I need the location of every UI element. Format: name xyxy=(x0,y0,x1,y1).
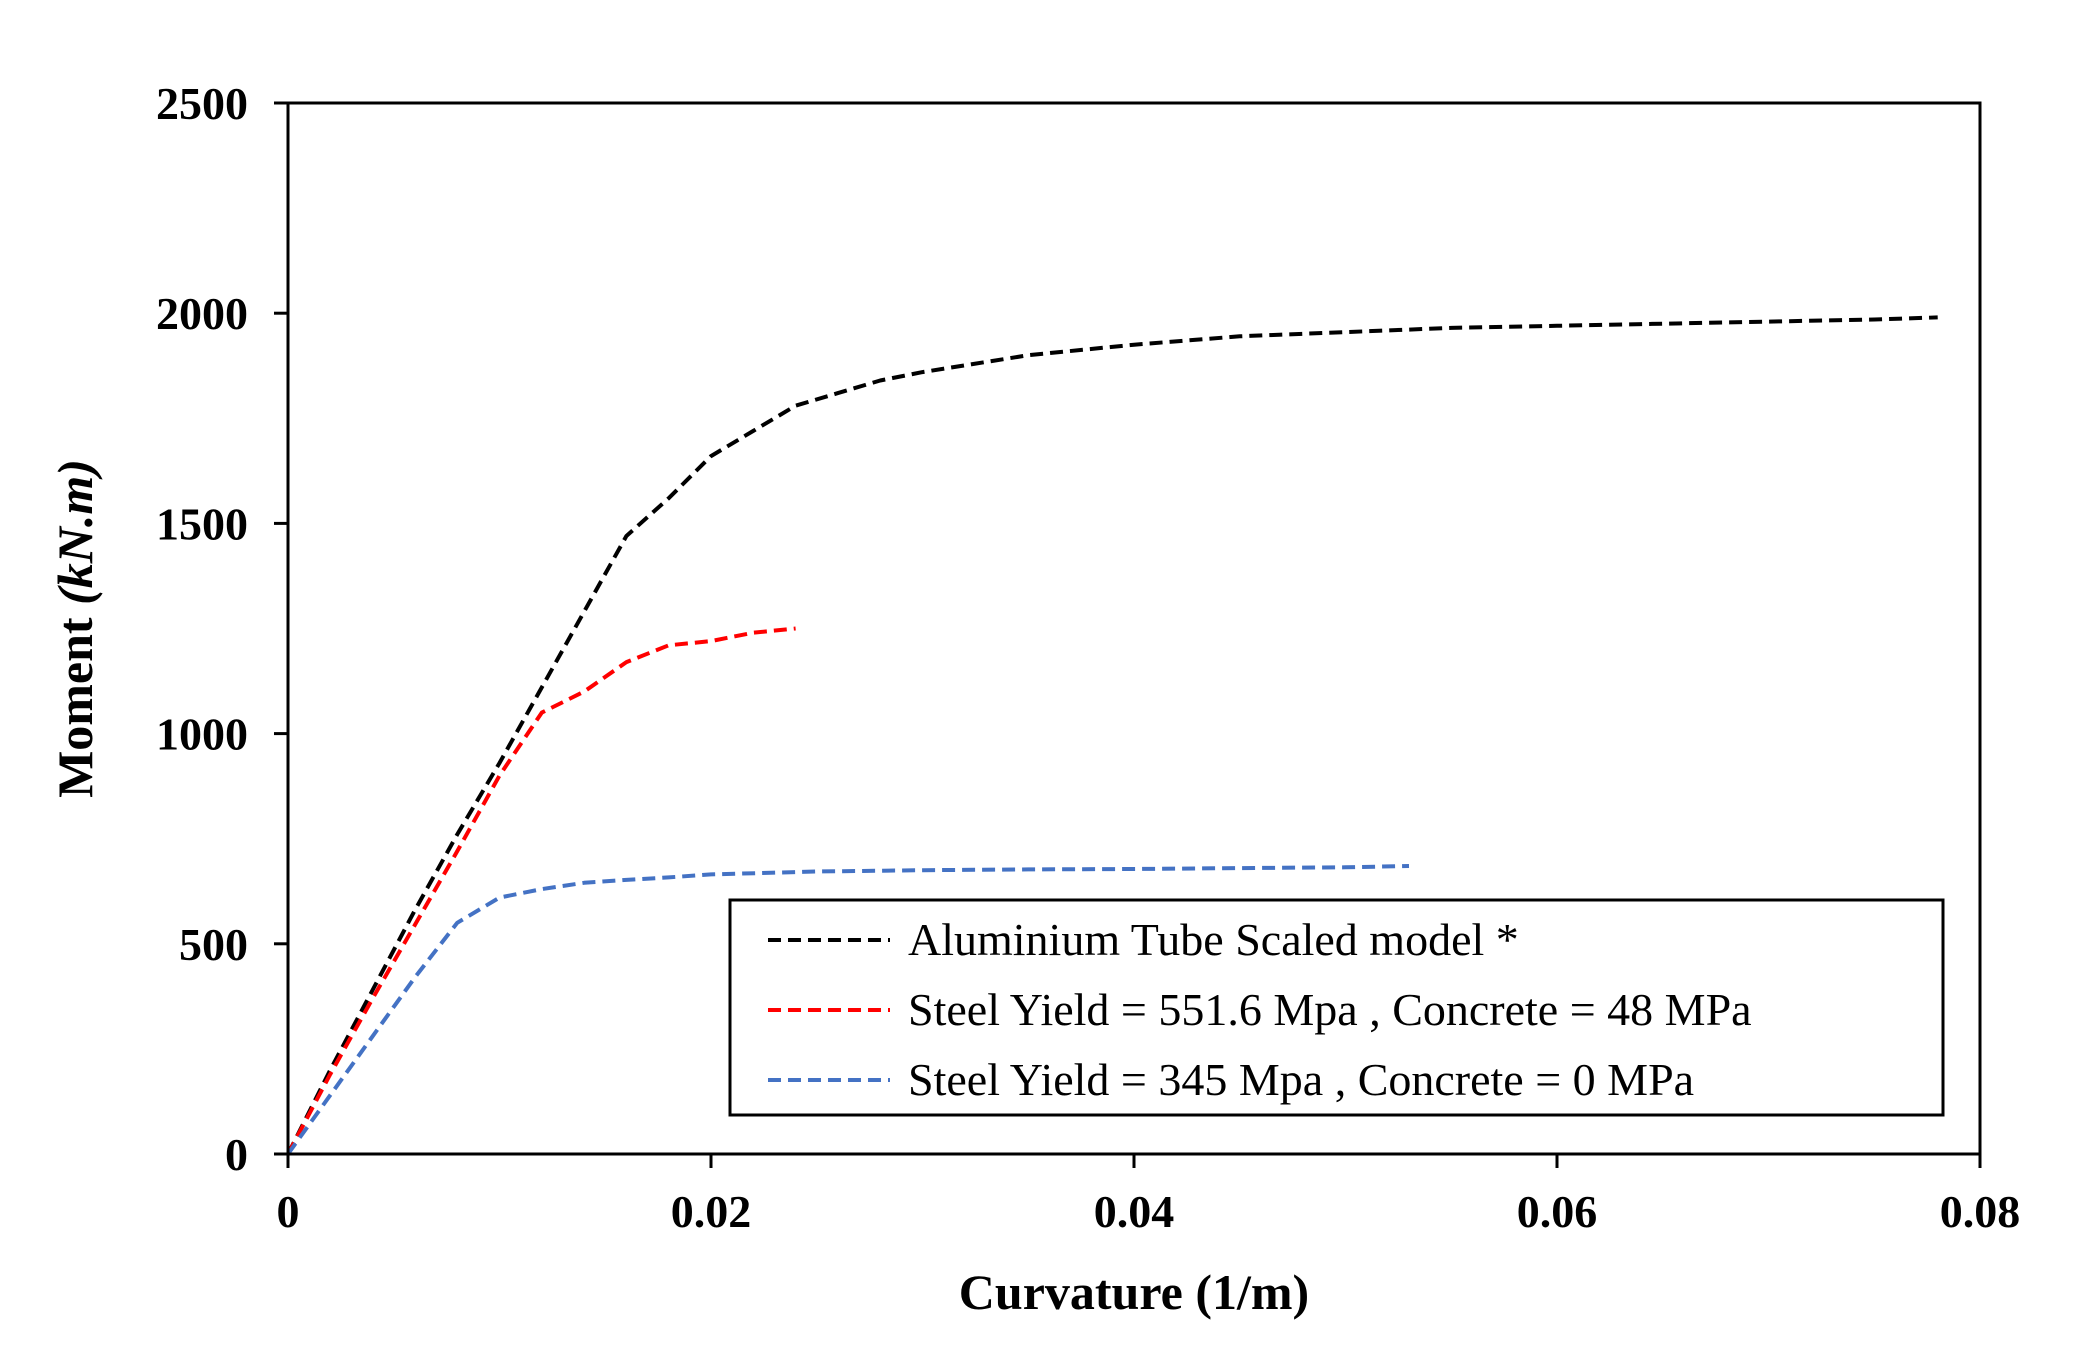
y-tick-label: 2000 xyxy=(156,288,248,339)
y-axis-title-units: (kN.m) xyxy=(47,459,103,605)
x-tick-label: 0.08 xyxy=(1940,1186,2021,1237)
x-tick-label: 0.02 xyxy=(671,1186,752,1237)
y-tick-label: 500 xyxy=(179,919,248,970)
x-tick-label: 0.06 xyxy=(1517,1186,1598,1237)
legend: Aluminium Tube Scaled model * Steel Yield… xyxy=(728,898,1945,1117)
y-axis-title: Moment (kN.m) xyxy=(47,459,103,798)
x-tick-label: 0 xyxy=(277,1186,300,1237)
y-tick-label: 1000 xyxy=(156,709,248,760)
legend-label-3: Steel Yield = 345 Mpa , Concrete = 0 MPa xyxy=(908,1054,1694,1105)
y-axis-title-prefix: Moment xyxy=(47,605,103,798)
y-tick-label: 2500 xyxy=(156,78,248,129)
x-axis-title: Curvature (1/m) xyxy=(959,1264,1309,1320)
y-axis: 0 500 1000 1500 2000 2500 xyxy=(156,78,288,1180)
series-layer xyxy=(286,315,1938,1156)
series-line-1 xyxy=(286,315,1938,1155)
x-tick-label: 0.04 xyxy=(1094,1186,1175,1237)
series-line-2 xyxy=(286,626,796,1155)
y-tick-label: 0 xyxy=(225,1129,248,1180)
series-line-3 xyxy=(286,864,1410,1156)
legend-label-2: Steel Yield = 551.6 Mpa , Concrete = 48 … xyxy=(908,984,1752,1035)
x-axis: 0 0.02 0.04 0.06 0.08 xyxy=(277,1154,2021,1237)
y-tick-label: 1500 xyxy=(156,498,248,549)
legend-label-1: Aluminium Tube Scaled model * xyxy=(908,914,1519,965)
legend-entries: Aluminium Tube Scaled model * Steel Yield… xyxy=(768,914,1752,1105)
legend-box xyxy=(728,898,1945,1117)
